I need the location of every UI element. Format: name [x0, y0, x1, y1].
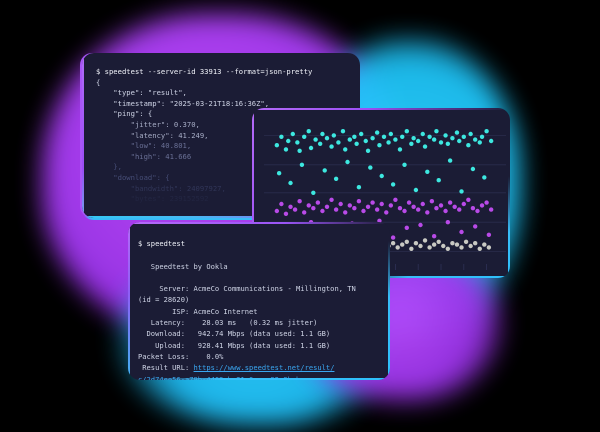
chart-series-upload [274, 197, 494, 216]
chart-panel-edge-top [252, 108, 510, 110]
result-output-panel[interactable]: $ speedtest Speedtest by Ookla Server: A… [128, 222, 390, 380]
row-label-packet-loss: Packet Loss: [138, 351, 190, 361]
chart-panel-edge-right [508, 176, 510, 278]
row-label-download: Download: [138, 329, 185, 339]
json-panel-edge-bottom [82, 216, 360, 218]
ookla-brand-line: Speedtest by Ookla [138, 261, 228, 271]
row-label-server-id: (id = 28620) [138, 295, 190, 305]
json-line-9: "download": { [96, 172, 170, 182]
chart-panel-edge-bottom [339, 276, 510, 278]
result-url-link-continued[interactable]: c/2d74ee56-a79b-4469-ba21-0cecc92c8bcb [138, 375, 300, 380]
json-line-5: "latency": 41.249, [96, 130, 209, 140]
chart-panel-edge-left [252, 108, 254, 278]
result-command-line: $ speedtest [138, 239, 185, 248]
result-terminal-text: $ speedtest Speedtest by Ookla Server: A… [128, 222, 390, 380]
result-panel-edge-left [128, 222, 130, 380]
result-url-label: Result URL: [138, 363, 194, 373]
json-line-3: "ping": { [96, 109, 153, 119]
chart-series-download-scatter-low [276, 158, 487, 195]
json-line-0: { [96, 77, 101, 87]
row-label-latency: Latency: [138, 318, 185, 328]
result-panel-edge-right [388, 240, 390, 380]
row-value-isp: AcmeCo Internet [189, 306, 258, 316]
json-line-6: "low": 40.801, [96, 141, 192, 151]
json-line-1: "type": "result", [96, 88, 187, 98]
chart-series-latency [386, 238, 492, 251]
row-value-server: AcmeCo Communications - Millington, TN [189, 284, 356, 294]
row-value-download: 942.74 Mbps (data used: 1.1 GB) [184, 329, 331, 339]
row-value-latency: 28.03 ms (0.32 ms jitter) [184, 318, 318, 328]
json-command-line: $ speedtest --server-id 33913 --format=j… [96, 67, 313, 76]
json-line-7: "high": 41.666 [96, 151, 192, 161]
json-line-2: "timestamp": "2025-03-21T18:16:36Z", [96, 98, 270, 108]
row-label-isp: ISP: [138, 306, 190, 316]
result-panel-edge-bottom [148, 378, 390, 380]
json-line-4: "jitter": 0.370, [96, 119, 200, 129]
json-line-8: }, [96, 162, 122, 172]
row-value-upload: 928.41 Mbps (data used: 1.1 GB) [184, 340, 331, 350]
result-url-link[interactable]: https://www.speedtest.net/result/ [193, 363, 335, 373]
row-label-server: Server: [138, 284, 190, 294]
result-panel-edge-top [128, 222, 390, 224]
chart-series-download [274, 129, 494, 153]
row-label-upload: Upload: [138, 340, 185, 350]
json-panel-edge-left [82, 53, 84, 218]
row-value-packet-loss: 0.0% [189, 351, 224, 361]
